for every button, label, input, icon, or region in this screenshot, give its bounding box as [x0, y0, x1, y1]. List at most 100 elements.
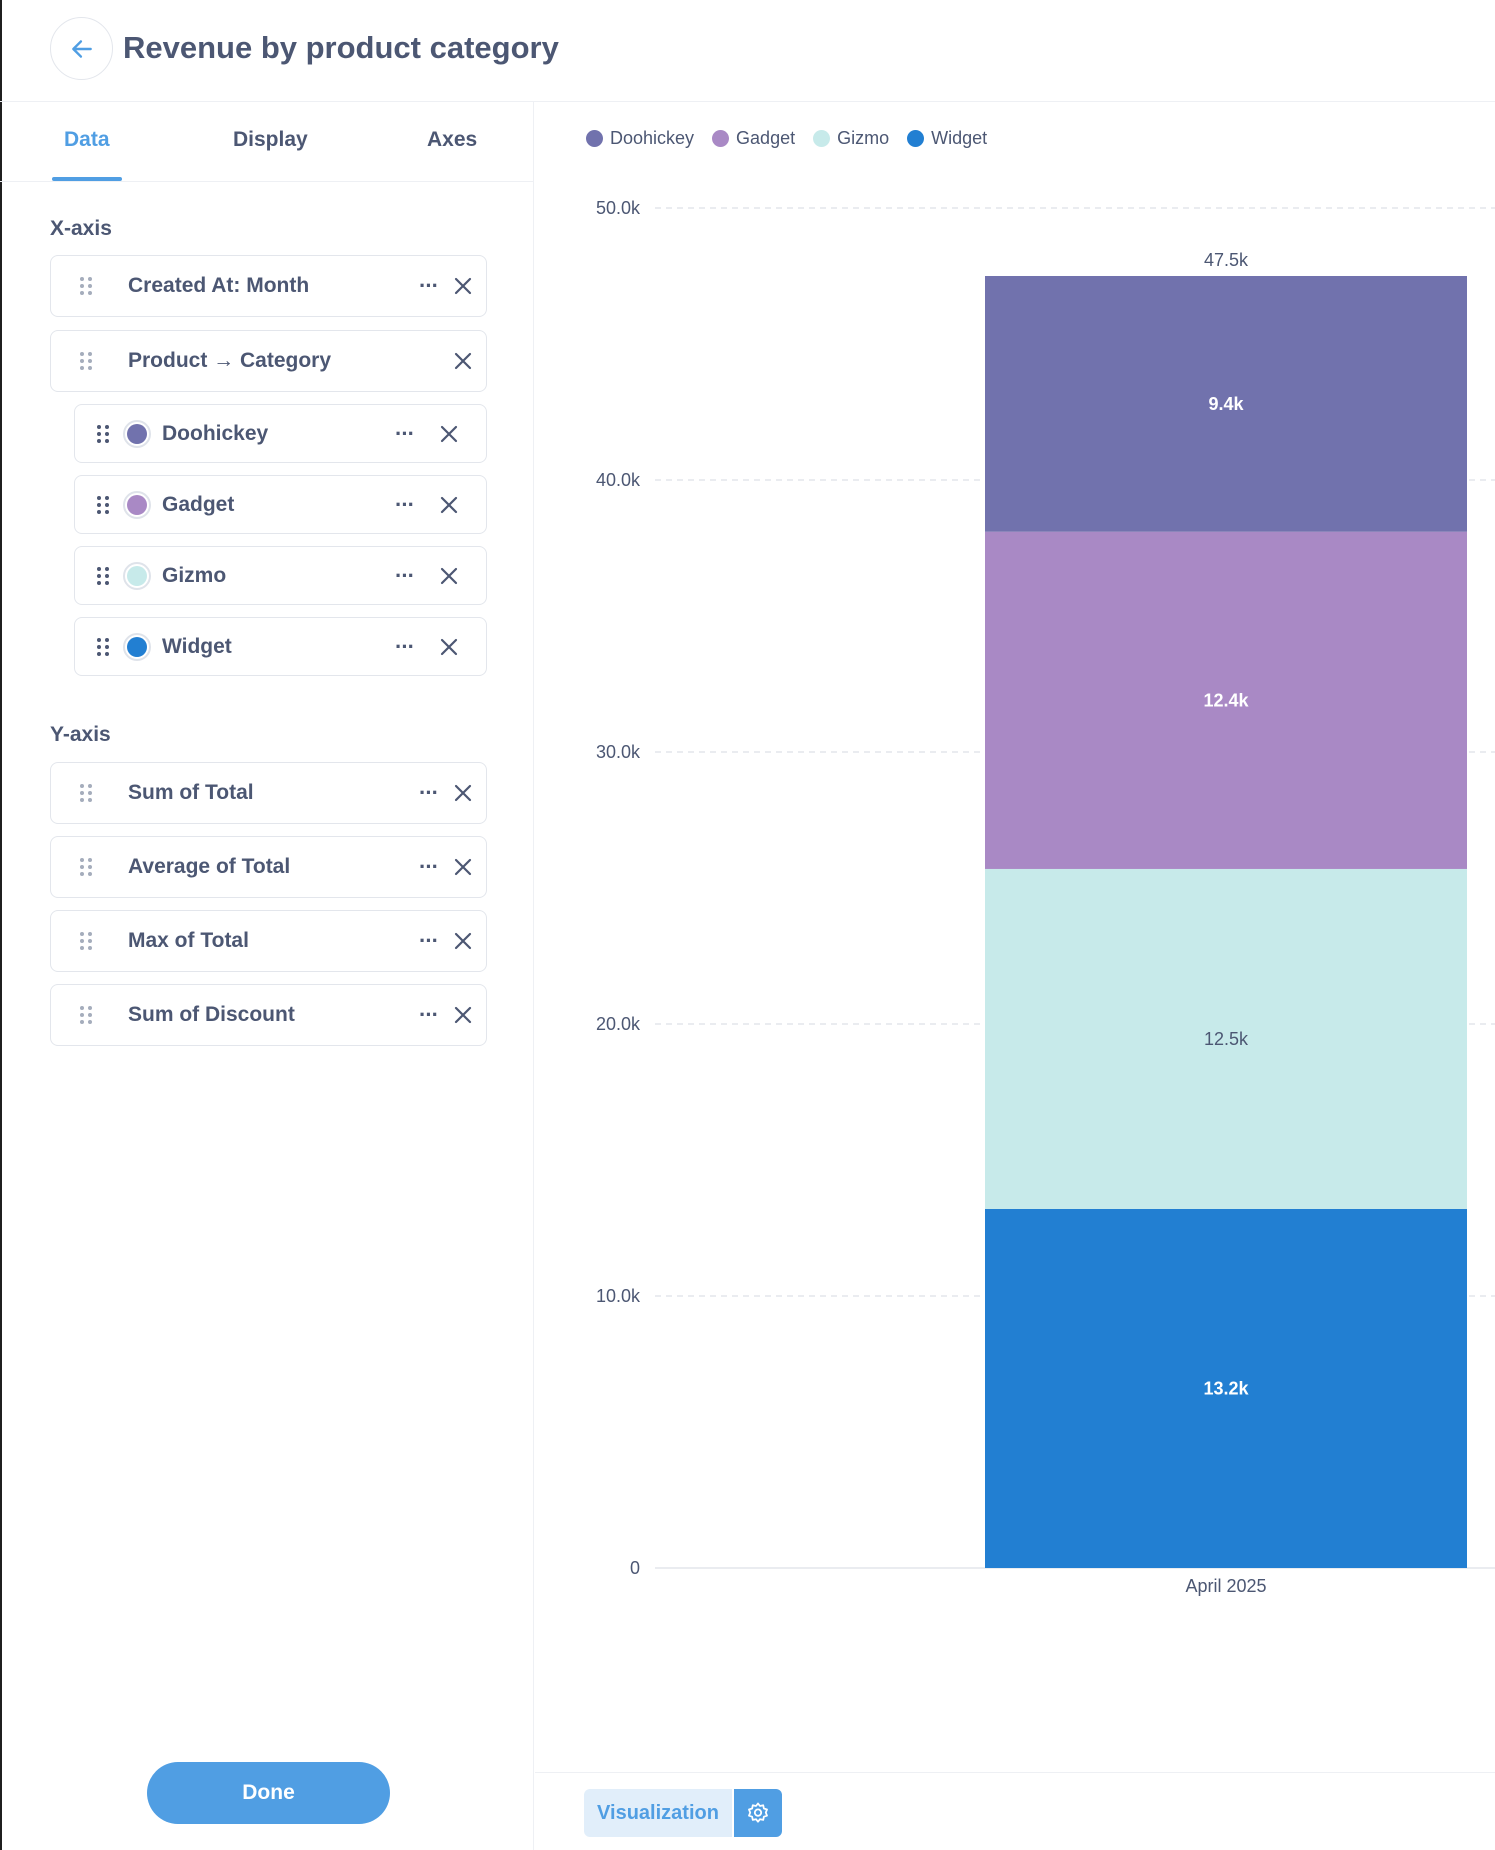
x-axis-field[interactable]: Product → Category — [50, 330, 487, 392]
data-label: 12.5k — [1204, 1029, 1249, 1049]
close-icon[interactable] — [440, 496, 458, 514]
close-icon[interactable] — [454, 784, 472, 802]
y-axis-field[interactable]: Max of Total ··· — [50, 910, 487, 972]
ellipsis-icon[interactable]: ··· — [419, 1002, 439, 1027]
legend-item-widget[interactable]: Widget — [907, 128, 987, 149]
grip-icon[interactable] — [80, 858, 92, 876]
ellipsis-icon[interactable]: ··· — [395, 491, 415, 517]
close-icon[interactable] — [454, 352, 472, 370]
settings-sidebar: Data Display Axes X-axis Created At: Mon… — [0, 102, 534, 1850]
legend-item-gizmo[interactable]: Gizmo — [813, 128, 889, 149]
field-label: Doohickey — [162, 421, 269, 445]
field-label: Created At: Month — [128, 274, 310, 297]
footer-bar: Visualization — [535, 1772, 1495, 1850]
y-tick-label: 20.0k — [596, 1014, 641, 1034]
bar-segment-doohickey — [985, 276, 1467, 532]
grip-icon[interactable] — [80, 932, 92, 950]
bar-segment-widget — [985, 1208, 1467, 1568]
grip-icon[interactable] — [80, 352, 92, 370]
active-tab-indicator — [52, 177, 122, 181]
window-frame — [0, 0, 2, 1850]
x-axis-heading: X-axis — [50, 217, 112, 240]
field-label: Sum of Discount — [128, 1003, 295, 1026]
legend-item-gadget[interactable]: Gadget — [712, 128, 795, 149]
close-icon[interactable] — [454, 932, 472, 950]
grip-icon[interactable] — [80, 277, 92, 295]
gear-icon — [748, 1802, 768, 1823]
grip-icon[interactable] — [80, 1006, 92, 1024]
settings-tabs: Data Display Axes — [0, 102, 533, 182]
total-label: 47.5k — [1204, 250, 1249, 270]
data-label: 12.4k — [1203, 690, 1249, 710]
legend-item-doohickey[interactable]: Doohickey — [586, 128, 694, 149]
breakout-item-doohickey[interactable]: Doohickey ··· — [74, 404, 487, 463]
tab-data[interactable]: Data — [64, 128, 110, 151]
ellipsis-icon[interactable]: ··· — [395, 633, 415, 659]
color-swatch[interactable] — [123, 632, 151, 661]
chart-legend: Doohickey Gadget Gizmo Widget — [586, 128, 987, 149]
field-label: Gadget — [162, 492, 235, 516]
color-swatch[interactable] — [123, 490, 151, 519]
legend-dot — [907, 130, 925, 147]
legend-dot — [712, 130, 730, 147]
done-button[interactable]: Done — [147, 1762, 390, 1824]
y-axis-heading: Y-axis — [50, 723, 111, 746]
legend-dot — [813, 130, 831, 147]
close-icon[interactable] — [454, 1006, 472, 1024]
legend-label: Gizmo — [837, 128, 890, 148]
breakout-item-gizmo[interactable]: Gizmo ··· — [74, 546, 487, 605]
ellipsis-icon[interactable]: ··· — [419, 780, 439, 805]
chart-settings-button[interactable] — [734, 1789, 782, 1837]
close-icon[interactable] — [440, 638, 458, 656]
visualization-button[interactable]: Visualization — [584, 1789, 732, 1837]
close-icon[interactable] — [440, 567, 458, 585]
header: Revenue by product category — [0, 0, 1495, 102]
grip-icon[interactable] — [97, 495, 109, 514]
field-label: Product → Category — [128, 349, 332, 372]
y-axis-field[interactable]: Sum of Total ··· — [50, 762, 487, 824]
grip-icon[interactable] — [97, 637, 109, 656]
grip-icon[interactable] — [97, 424, 109, 443]
y-axis-field[interactable]: Sum of Discount ··· — [50, 984, 487, 1046]
y-axis-field[interactable]: Average of Total ··· — [50, 836, 487, 898]
tab-display[interactable]: Display — [233, 128, 308, 151]
data-label: 9.4k — [1208, 394, 1244, 414]
ellipsis-icon[interactable]: ··· — [395, 420, 415, 446]
back-button[interactable] — [50, 17, 113, 80]
field-label: Gizmo — [162, 563, 227, 587]
y-tick-label: 50.0k — [596, 198, 641, 218]
field-label: Sum of Total — [128, 781, 254, 804]
color-swatch[interactable] — [123, 419, 151, 448]
x-tick-label: April 2025 — [1185, 1576, 1266, 1596]
stacked-bar-chart: 0 10.0k 20.0k 30.0k 40.0k 50.0k 13.2k 12.5k 12.4… — [596, 198, 1495, 1596]
ellipsis-icon[interactable]: ··· — [419, 273, 439, 298]
ellipsis-icon[interactable]: ··· — [395, 562, 415, 588]
y-tick-label: 0 — [630, 1558, 640, 1578]
breakout-item-gadget[interactable]: Gadget ··· — [74, 475, 487, 534]
field-label: Max of Total — [128, 929, 249, 952]
arrow-left-icon — [71, 39, 92, 58]
close-icon[interactable] — [454, 277, 472, 295]
breakout-item-widget[interactable]: Widget ··· — [74, 617, 487, 676]
y-tick-label: 30.0k — [596, 742, 641, 762]
bar-segment-gizmo — [985, 868, 1467, 1209]
close-icon[interactable] — [454, 858, 472, 876]
legend-label: Doohickey — [610, 128, 695, 148]
field-label: Average of Total — [128, 855, 291, 878]
data-label: 13.2k — [1203, 1378, 1249, 1398]
tab-axes[interactable]: Axes — [427, 128, 478, 151]
color-swatch[interactable] — [123, 561, 151, 590]
bar-segment-gadget — [985, 531, 1467, 869]
legend-label: Gadget — [736, 128, 796, 148]
field-label: Widget — [162, 634, 232, 658]
close-icon[interactable] — [440, 425, 458, 443]
y-tick-label: 10.0k — [596, 1286, 641, 1306]
page-title: Revenue by product category — [123, 30, 559, 65]
legend-dot — [586, 130, 603, 147]
grip-icon[interactable] — [80, 784, 92, 802]
ellipsis-icon[interactable]: ··· — [419, 928, 439, 953]
legend-label: Widget — [931, 128, 988, 148]
grip-icon[interactable] — [97, 566, 109, 585]
x-axis-field[interactable]: Created At: Month ··· — [50, 255, 487, 317]
ellipsis-icon[interactable]: ··· — [419, 854, 439, 879]
